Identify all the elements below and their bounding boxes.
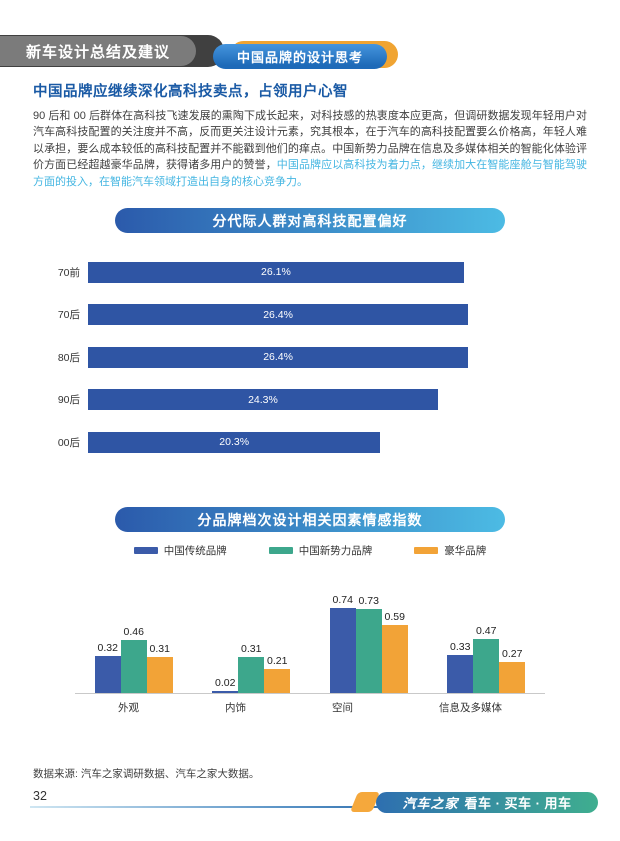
chart2-value-label: 0.74 [332, 594, 353, 606]
chart2-bar-column: 0.21 [264, 655, 291, 693]
chart1-bar: 26.4% [88, 346, 469, 368]
chart2-value-label: 0.27 [502, 648, 523, 660]
chart2-bar [473, 639, 500, 693]
chart2-bar [329, 608, 356, 693]
chart2-bar-column: 0.74 [329, 594, 356, 693]
chart1-bar: 24.3% [88, 389, 438, 411]
chart2-value-label: 0.47 [476, 625, 497, 637]
chart1-bar: 20.3% [88, 431, 381, 453]
chart2-bar-column: 0.31 [238, 643, 265, 693]
chart1-category-label: 70后 [57, 309, 80, 322]
brand-badge: 汽车之家 看车 · 买车 · 用车 [376, 792, 598, 813]
chart1-value-label: 20.3% [219, 436, 250, 449]
chart2-bar-column: 0.59 [381, 611, 408, 693]
footer-rule [30, 806, 592, 808]
page-number: 32 [33, 789, 47, 803]
chart2-bar-column: 0.47 [473, 625, 500, 693]
legend-label: 中国传统品牌 [163, 545, 227, 557]
chart2-bar-group: 0.32 0.46 0.31 [94, 626, 173, 693]
chart2-bar-group: 0.02 0.31 0.21 [212, 643, 291, 693]
legend-item: 中国传统品牌 [133, 543, 227, 558]
legend-swatch [133, 547, 158, 554]
legend-swatch [268, 547, 293, 554]
chart2-category-axis: 外观 内饰 空间 信息及多媒体 [75, 700, 545, 715]
chart1-row: 00后 20.3% [33, 421, 587, 464]
brand-logo-text: 汽车之家 [402, 796, 459, 811]
body-text-highlight: 中国品牌应以高科技为着力点，继续加大在智能座舱与智能驾驶方面的投入，在智能汽车领… [33, 159, 587, 188]
legend-label: 豪华品牌 [444, 545, 487, 557]
chart1-row: 70前 26.1% [33, 251, 587, 294]
chart2-bar-column: 0.73 [355, 595, 382, 693]
section-title-banner: 新车设计总结及建议 [0, 36, 196, 66]
chart2-bar [264, 669, 291, 693]
chart1-category-label: 90后 [57, 394, 80, 407]
chart1-category-label: 70前 [57, 266, 80, 279]
generation-preference-chart: 70前 26.1% 70后 26.4% 80后 26.4% 90后 24.3% 00后 20.3% [33, 251, 587, 464]
chart2-bar [212, 691, 239, 693]
chart1-category-label: 80后 [57, 351, 80, 364]
chart2-bar [499, 662, 526, 693]
data-source-note: 数据来源: 汽车之家调研数据、汽车之家大数据。 [33, 768, 260, 780]
chart2-legend: 中国传统品牌 中国新势力品牌 豪华品牌 [33, 543, 587, 558]
chart1-category-label: 00后 [57, 436, 80, 449]
chart1-row: 80后 26.4% [33, 336, 587, 379]
chart2-bar-column: 0.27 [499, 648, 526, 693]
chart1-value-label: 26.4% [263, 308, 293, 321]
legend-swatch [414, 547, 439, 554]
chart1-value-label: 24.3% [248, 393, 278, 406]
chart2-value-label: 0.73 [358, 595, 379, 607]
legend-label: 中国新势力品牌 [298, 545, 373, 557]
chart2-value-label: 0.31 [149, 643, 170, 655]
brand-sentiment-chart: 0.32 0.46 0.31 0.02 0.31 0.21 0.74 0.73 0.59 0.33… [33, 594, 587, 715]
chart1-bar: 26.4% [88, 304, 469, 326]
chart2-category-label: 信息及多媒体 [439, 702, 502, 714]
chart1-title-pill: 分代际人群对高科技配置偏好 [115, 208, 505, 233]
chart2-bar-column: 0.02 [212, 677, 239, 693]
chart1-row: 70后 26.4% [33, 294, 587, 337]
chart2-bar [94, 656, 121, 693]
chart2-category-label: 内饰 [225, 702, 246, 714]
chart2-value-label: 0.33 [450, 641, 471, 653]
chart2-bar-group: 0.74 0.73 0.59 [329, 594, 408, 693]
chart2-value-label: 0.21 [267, 655, 288, 667]
chart1-value-label: 26.4% [263, 351, 293, 364]
chart2-category-label: 外观 [118, 702, 139, 714]
chart1-bar: 26.1% [88, 261, 464, 283]
chart2-value-label: 0.46 [123, 626, 144, 638]
chart2-value-label: 0.32 [97, 642, 118, 654]
page-heading: 中国品牌应继续深化高科技卖点，占领用户心智 [33, 84, 348, 100]
subsection-tab: 中国品牌的设计思考 [213, 44, 387, 69]
chart2-bar-column: 0.32 [94, 642, 121, 693]
brand-tagline: 看车 · 买车 · 用车 [464, 796, 572, 811]
chart2-category-label: 空间 [332, 702, 353, 714]
chart2-value-label: 0.59 [384, 611, 405, 623]
legend-item: 豪华品牌 [414, 543, 486, 558]
section-title: 新车设计总结及建议 [25, 43, 170, 61]
chart2-bar [447, 655, 474, 693]
chart2-bar [381, 625, 408, 693]
chart2-value-label: 0.31 [241, 643, 262, 655]
chart2-bar-group: 0.33 0.47 0.27 [447, 625, 526, 693]
chart1-row: 90后 24.3% [33, 379, 587, 422]
chart2-bar-column: 0.33 [447, 641, 474, 693]
chart2-bar [355, 609, 382, 693]
chart1-value-label: 26.1% [261, 266, 291, 279]
subsection-title: 中国品牌的设计思考 [236, 50, 363, 65]
chart2-bar [120, 640, 147, 693]
legend-item: 中国新势力品牌 [268, 543, 373, 558]
body-text: 90 后和 00 后群体在高科技飞速发展的熏陶下成长起来，对科技感的热衷度本应更… [33, 110, 587, 172]
body-paragraph: 90 后和 00 后群体在高科技飞速发展的熏陶下成长起来，对科技感的热衷度本应更… [33, 108, 587, 190]
chart2-plot-area: 0.32 0.46 0.31 0.02 0.31 0.21 0.74 0.73 0.59 0.33… [75, 594, 545, 694]
chart2-value-label: 0.02 [215, 677, 236, 689]
chart2-bar-column: 0.31 [146, 643, 173, 693]
chart2-title-pill: 分品牌档次设计相关因素情感指数 [115, 507, 505, 532]
chart2-bar [146, 657, 173, 693]
chart2-bar [238, 657, 265, 693]
chart2-bar-column: 0.46 [120, 626, 147, 693]
